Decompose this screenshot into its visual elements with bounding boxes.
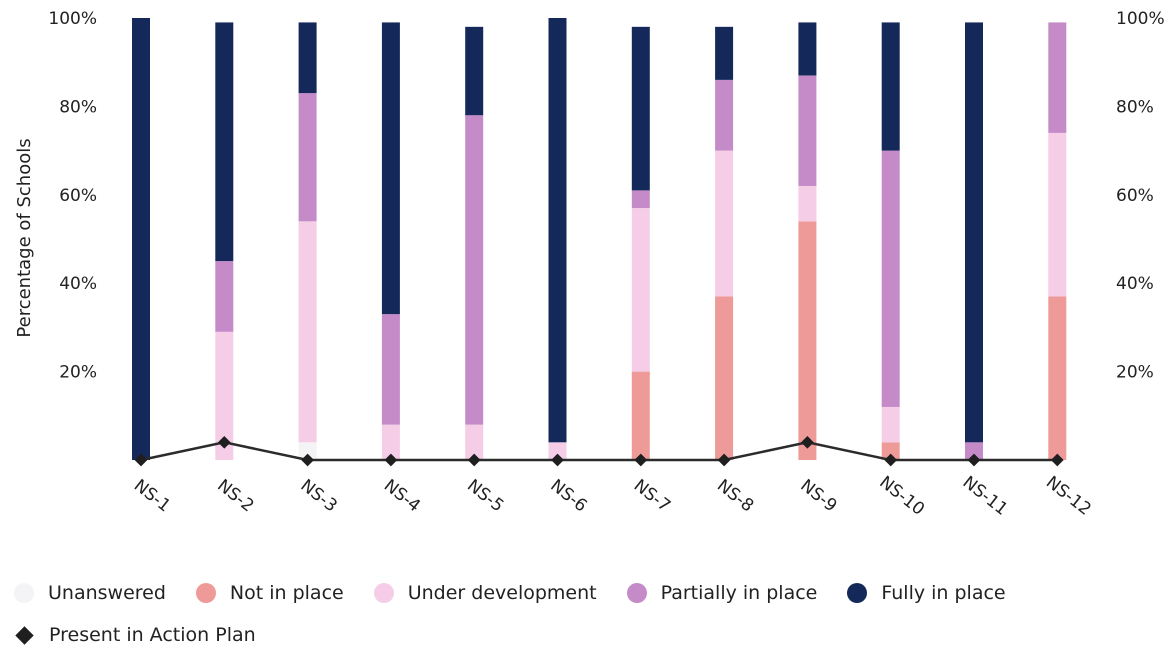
bar-segment-fully-in-place	[798, 22, 817, 76]
bar-segment-fully-in-place	[881, 22, 900, 151]
x-tick-label: NS-10	[875, 472, 928, 519]
bar-segment-partially-in-place	[965, 442, 983, 460]
legend-swatch-under-development	[373, 583, 394, 603]
y-tick-label-left: 40%	[59, 274, 97, 294]
y-tick-label-left: 20%	[59, 363, 97, 383]
bar-segment-not-in-place	[631, 371, 650, 460]
action-plan-marker	[217, 435, 231, 449]
bar-segment-partially-in-place	[715, 79, 734, 151]
legend-label-under-development: Under development	[407, 582, 597, 604]
legend-swatch-unanswered	[14, 583, 34, 603]
bar-segment-not-in-place	[715, 296, 734, 460]
bar-segment-under-development	[881, 406, 900, 443]
bar-segment-not-in-place	[881, 442, 900, 460]
legend-item-unanswered: Unanswered	[14, 582, 166, 604]
bar-segment-under-development	[1048, 132, 1067, 297]
legend-label-partially-in-place: Partially in place	[660, 582, 818, 604]
bar-segment-partially-in-place	[631, 190, 650, 209]
bar-segment-fully-in-place	[298, 22, 317, 94]
bar-segment-partially-in-place	[381, 314, 400, 425]
legend-swatch-not-in-place	[195, 583, 216, 603]
y-tick-label-right: 100%	[1116, 9, 1165, 29]
y-tick-label-right: 20%	[1116, 363, 1154, 383]
legend-item-fully-in-place: Fully in place	[847, 582, 1006, 604]
x-tick-label: NS-8	[713, 476, 757, 517]
bar-segment-fully-in-place	[715, 26, 734, 80]
legend-item-not-in-place: Not in place	[195, 582, 344, 604]
bar-segment-fully-in-place	[381, 22, 400, 315]
bar-segment-under-development	[215, 331, 234, 460]
action-plan-marker	[384, 453, 398, 467]
x-tick-label: NS-4	[380, 476, 424, 517]
x-tick-label: NS-9	[796, 476, 840, 517]
bar-segment-fully-in-place	[548, 18, 567, 443]
y-tick-label-right: 80%	[1116, 97, 1154, 117]
bar-segment-partially-in-place	[298, 93, 317, 222]
bar-segment-under-development	[798, 185, 817, 222]
bar-segment-under-development	[715, 150, 734, 297]
bar-segment-fully-in-place	[132, 18, 150, 460]
action-plan-line-path	[140, 441, 1058, 462]
x-tick-label: NS-12	[1042, 472, 1095, 519]
y-tick-label-left: 80%	[59, 97, 97, 117]
action-plan-marker	[467, 453, 481, 467]
legend-row-status: Unanswered Not in place Under developmen…	[14, 578, 1164, 608]
bar-segment-unanswered	[298, 442, 317, 460]
bar-segment-under-development	[298, 221, 317, 443]
bar-segment-fully-in-place	[465, 26, 484, 116]
legend-swatch-fully-in-place	[847, 583, 868, 603]
x-tick-label: NS-2	[213, 476, 257, 517]
bar-segment-under-development	[465, 424, 484, 460]
bar-segment-fully-in-place	[965, 22, 983, 443]
legend-swatch-partially-in-place	[626, 583, 647, 603]
legend-item-under-development: Under development	[373, 582, 597, 604]
legend-label-unanswered: Unanswered	[48, 582, 166, 604]
y-axis-label: Percentage of Schools	[14, 138, 35, 337]
x-tick-label: NS-1	[130, 476, 174, 517]
legend-label-not-in-place: Not in place	[229, 582, 344, 604]
bar-segment-not-in-place	[1048, 296, 1067, 460]
bar-segment-partially-in-place	[1048, 22, 1067, 133]
x-tick-label: NS-11	[959, 472, 1012, 519]
legend: Unanswered Not in place Under developmen…	[14, 578, 1164, 662]
x-tick-label: NS-7	[630, 476, 674, 517]
bar-segment-partially-in-place	[215, 261, 234, 332]
x-tick-label: NS-3	[297, 476, 341, 517]
bar-segment-partially-in-place	[798, 75, 817, 186]
bars-group	[132, 18, 1067, 460]
legend-label-action-plan: Present in Action Plan	[49, 624, 256, 646]
y-tick-label-right: 60%	[1116, 186, 1154, 206]
y-tick-label-right: 40%	[1116, 274, 1154, 294]
stacked-bar-chart: 20% 40% 60% 80% 100% 20% 40% 60% 80% 100% Percen…	[14, 9, 1165, 520]
legend-item-partially-in-place: Partially in place	[626, 582, 818, 604]
x-axis-labels: NS-1 NS-2 NS-3 NS-4 NS-5 NS-6 NS-7 NS-8 NS-9 NS-1…	[130, 472, 1095, 519]
y-axis-left: 20% 40% 60% 80% 100%	[48, 9, 97, 383]
bar-segment-under-development	[548, 442, 567, 460]
bar-segment-partially-in-place	[881, 150, 900, 407]
action-plan-marker	[301, 453, 314, 467]
y-axis-right: 20% 40% 60% 80% 100%	[1116, 9, 1165, 383]
action-plan-marker	[134, 453, 148, 467]
bar-segment-not-in-place	[798, 221, 817, 460]
y-tick-label-left: 60%	[59, 186, 97, 206]
legend-label-fully-in-place: Fully in place	[881, 582, 1006, 604]
x-tick-label: NS-6	[546, 476, 590, 517]
bar-segment-under-development	[381, 424, 400, 460]
bar-segment-partially-in-place	[465, 115, 484, 425]
y-tick-label-left: 100%	[48, 9, 97, 29]
legend-row-action-plan: Present in Action Plan	[14, 620, 1164, 650]
x-tick-label: NS-5	[463, 476, 507, 517]
bar-segment-fully-in-place	[631, 26, 650, 191]
bar-segment-under-development	[631, 208, 650, 372]
action-plan-line	[134, 435, 1064, 467]
bar-segment-fully-in-place	[215, 22, 234, 262]
diamond-icon	[15, 625, 34, 645]
legend-item-action-plan: Present in Action Plan	[14, 624, 256, 646]
